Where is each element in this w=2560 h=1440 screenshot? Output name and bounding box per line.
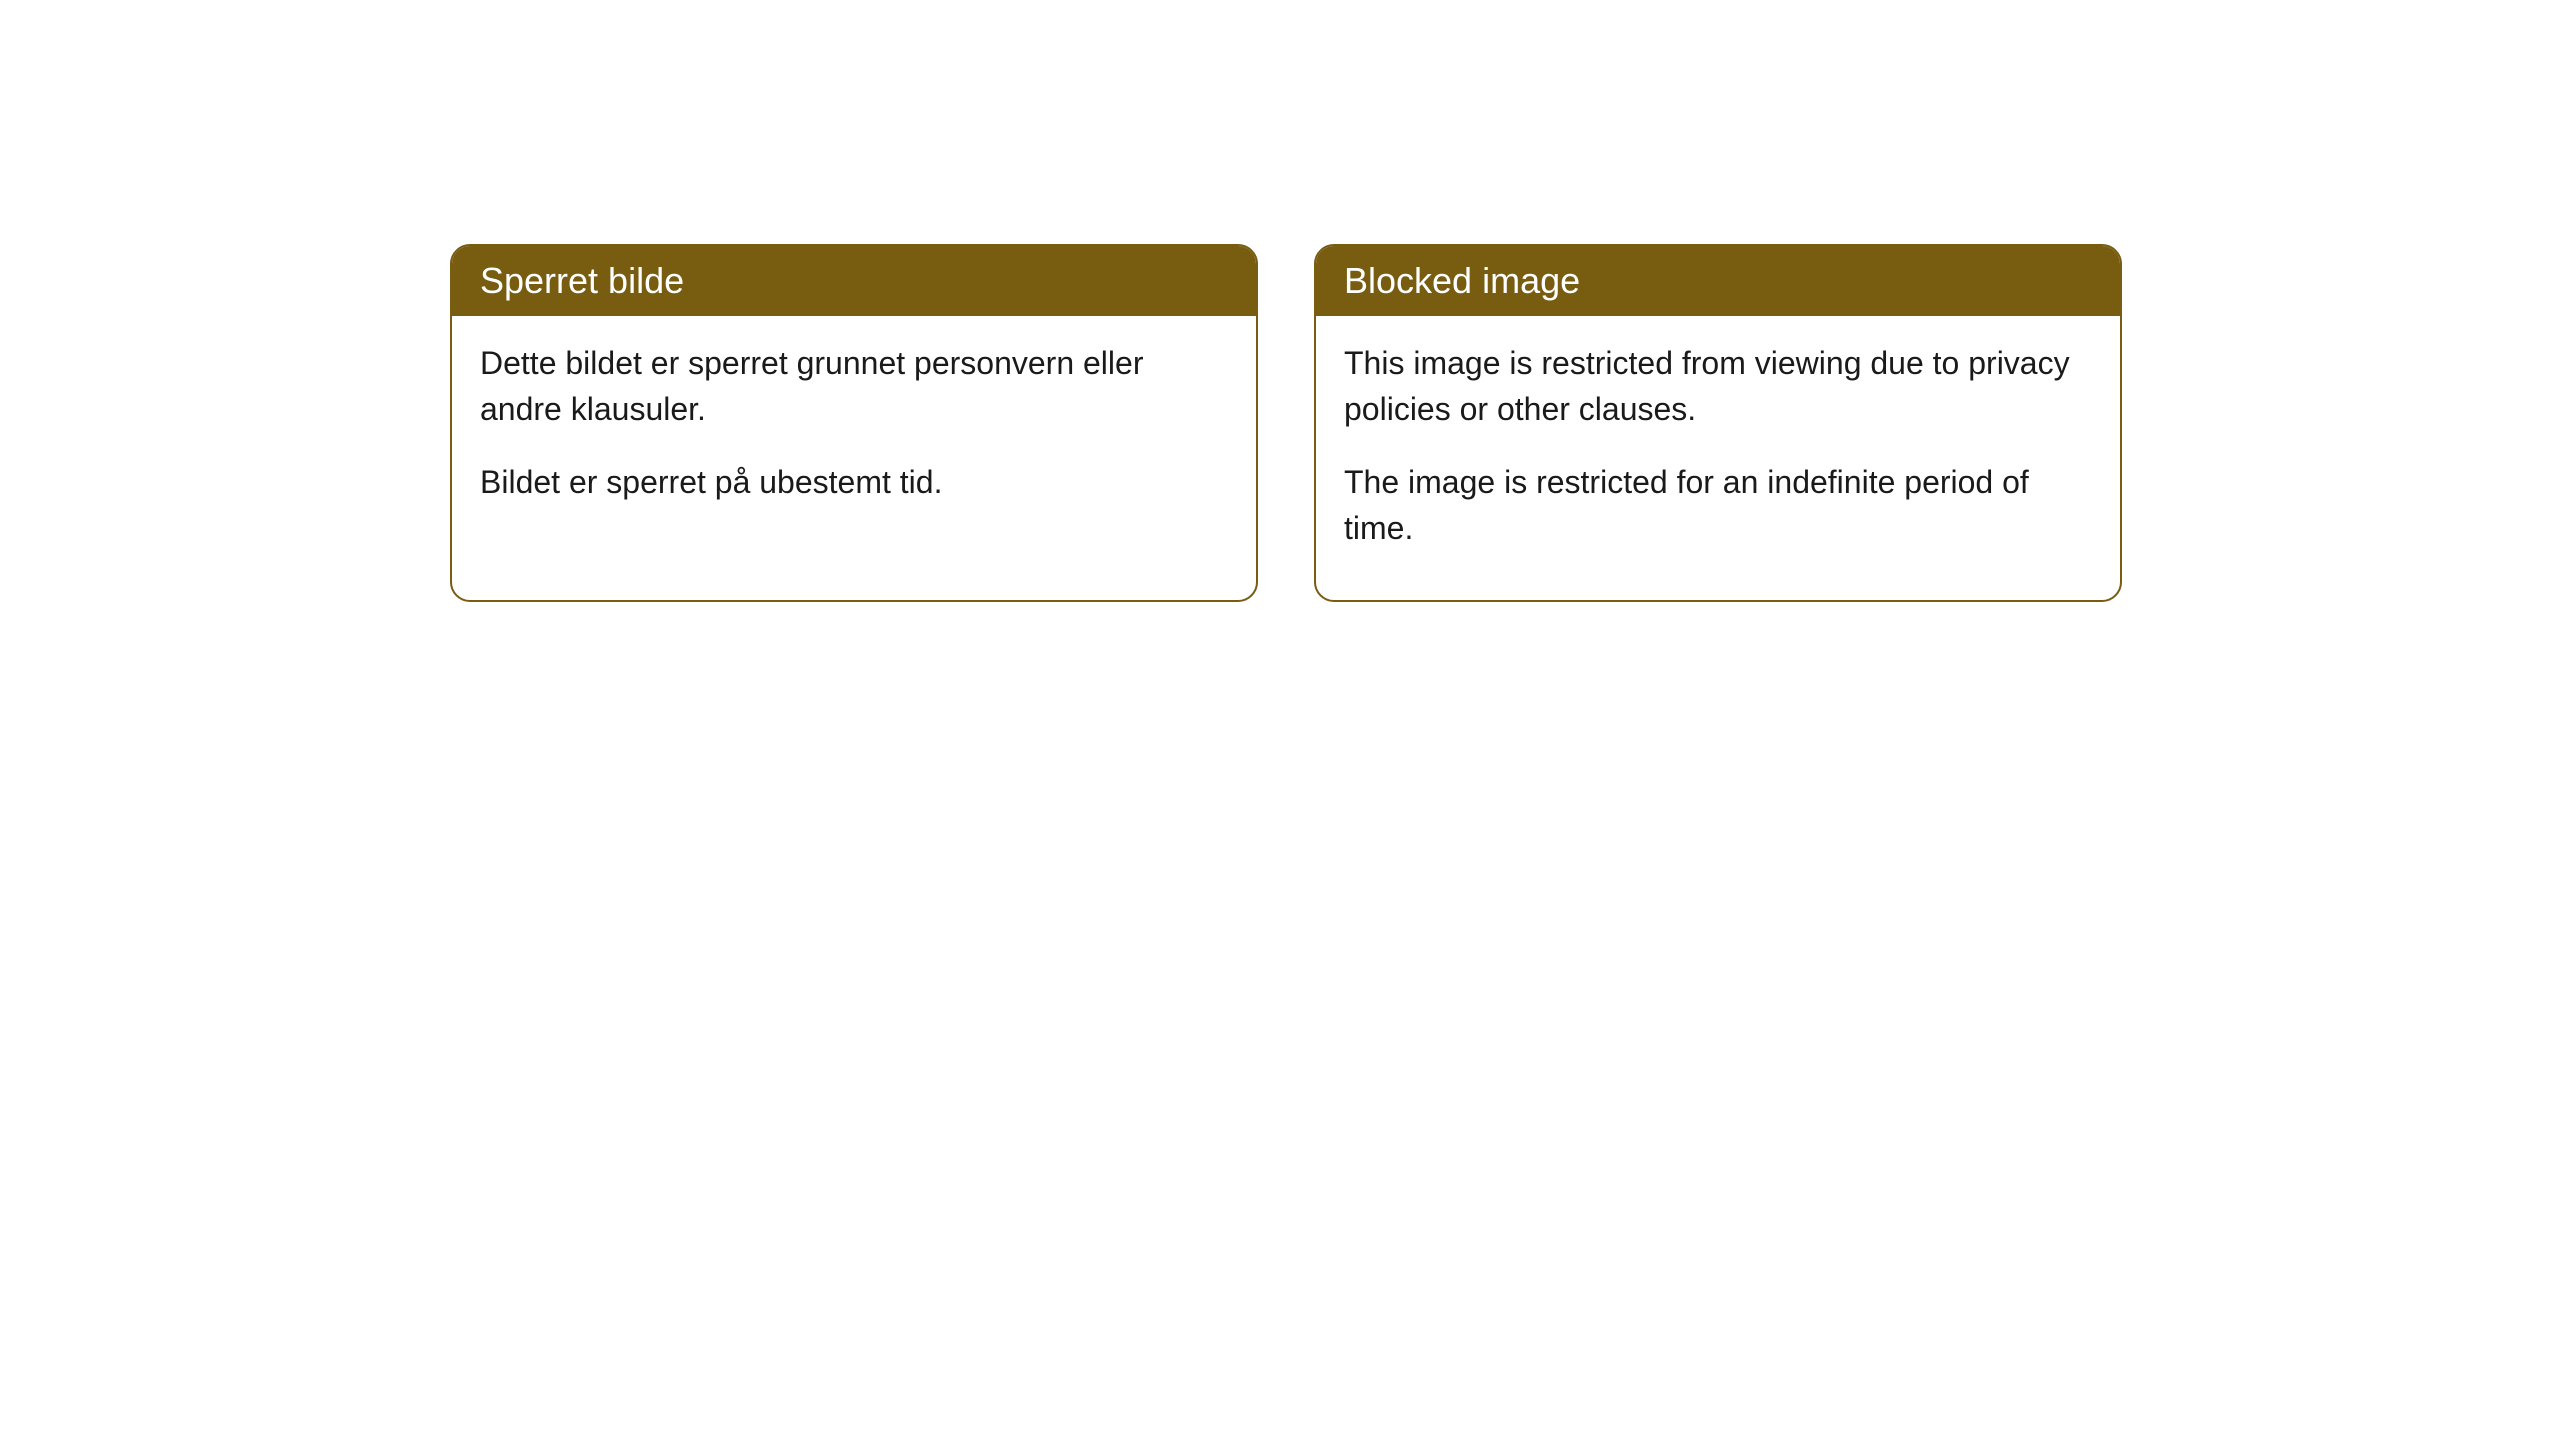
card-paragraph: The image is restricted for an indefinit… (1344, 459, 2092, 552)
card-header: Sperret bilde (452, 246, 1256, 316)
card-header: Blocked image (1316, 246, 2120, 316)
card-body: Dette bildet er sperret grunnet personve… (452, 316, 1256, 553)
card-paragraph: This image is restricted from viewing du… (1344, 340, 2092, 433)
notice-cards-container: Sperret bilde Dette bildet er sperret gr… (450, 244, 2560, 602)
notice-card-english: Blocked image This image is restricted f… (1314, 244, 2122, 602)
notice-card-norwegian: Sperret bilde Dette bildet er sperret gr… (450, 244, 1258, 602)
card-body: This image is restricted from viewing du… (1316, 316, 2120, 600)
card-paragraph: Bildet er sperret på ubestemt tid. (480, 459, 1228, 505)
card-paragraph: Dette bildet er sperret grunnet personve… (480, 340, 1228, 433)
